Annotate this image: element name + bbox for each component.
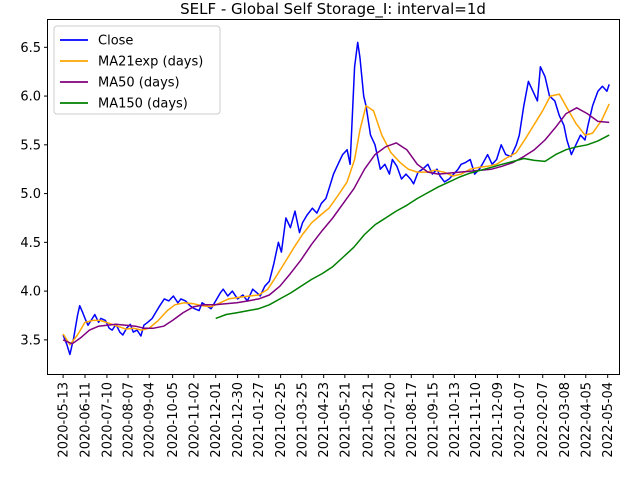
x-tick-label: 2021-07-20: [384, 382, 399, 458]
series-layer: [62, 41, 610, 356]
x-tick-label: 2020-08-07: [122, 382, 137, 458]
legend-label: MA150 (days): [98, 97, 188, 112]
x-tick-label: 2022-01-07: [513, 382, 528, 458]
y-tick-label: 4.0: [20, 285, 41, 300]
x-tick-label: 2020-05-13: [57, 382, 72, 458]
x-tick-label: 2022-04-05: [579, 382, 594, 458]
x-tick-label: 2020-06-11: [79, 382, 94, 458]
y-tick-label: 5.5: [20, 138, 41, 153]
x-tick-label: 2020-12-01: [209, 382, 224, 458]
x-tick-label: 2020-09-04: [143, 382, 158, 458]
x-tick-label: 2020-11-02: [187, 382, 202, 458]
x-tick-label: 2021-12-09: [491, 382, 506, 458]
series-line-0: [62, 41, 610, 356]
y-tick-label: 5.0: [20, 187, 41, 202]
x-tick-label: 2020-12-30: [231, 382, 246, 458]
x-tick-label: 2021-08-17: [405, 382, 420, 458]
x-tick-label: 2022-03-08: [558, 382, 573, 458]
x-tick-label: 2020-10-05: [166, 382, 181, 458]
x-tick-label: 2021-04-23: [317, 382, 332, 458]
plot-frame: [47, 19, 620, 375]
x-tick-label: 2020-07-10: [100, 382, 115, 458]
x-tick-label: 2021-11-10: [469, 382, 484, 458]
y-tick-label: 4.5: [20, 236, 41, 251]
series-line-3: [215, 134, 610, 320]
y-tick-label: 6.0: [20, 90, 41, 105]
x-tick-label: 2021-03-25: [295, 382, 310, 458]
x-tick-label: 2021-09-15: [427, 382, 442, 458]
y-tick-label: 3.5: [20, 333, 41, 348]
x-tick-label: 2021-05-21: [338, 382, 353, 458]
legend-label: Close: [98, 34, 133, 49]
x-tick-label: 2022-05-04: [601, 382, 616, 458]
chart-title: SELF - Global Self Storage_I: interval=1…: [180, 0, 486, 19]
x-tick-label: 2021-01-27: [252, 382, 267, 458]
legend-label: MA21exp (days): [98, 55, 203, 70]
series-line-2: [62, 107, 610, 345]
legend: Close MA21exp (days) MA50 (days) MA150 (day…: [53, 25, 221, 115]
x-tick-label: 2021-02-25: [274, 382, 289, 458]
x-tick-label: 2021-06-21: [362, 382, 377, 458]
legend-box: [53, 25, 221, 115]
series-line-1: [62, 93, 610, 346]
y-axis: 3.5 4.0 4.5 5.0 5.5 6.0 6.5: [20, 41, 48, 348]
y-tick-label: 6.5: [20, 41, 41, 56]
x-axis: 2020-05-13 2020-06-11 2020-07-10 2020-08-07…: [57, 374, 616, 458]
x-tick-label: 2022-02-07: [536, 382, 551, 458]
x-tick-label: 2021-10-13: [448, 382, 463, 458]
legend-label: MA50 (days): [98, 76, 180, 91]
